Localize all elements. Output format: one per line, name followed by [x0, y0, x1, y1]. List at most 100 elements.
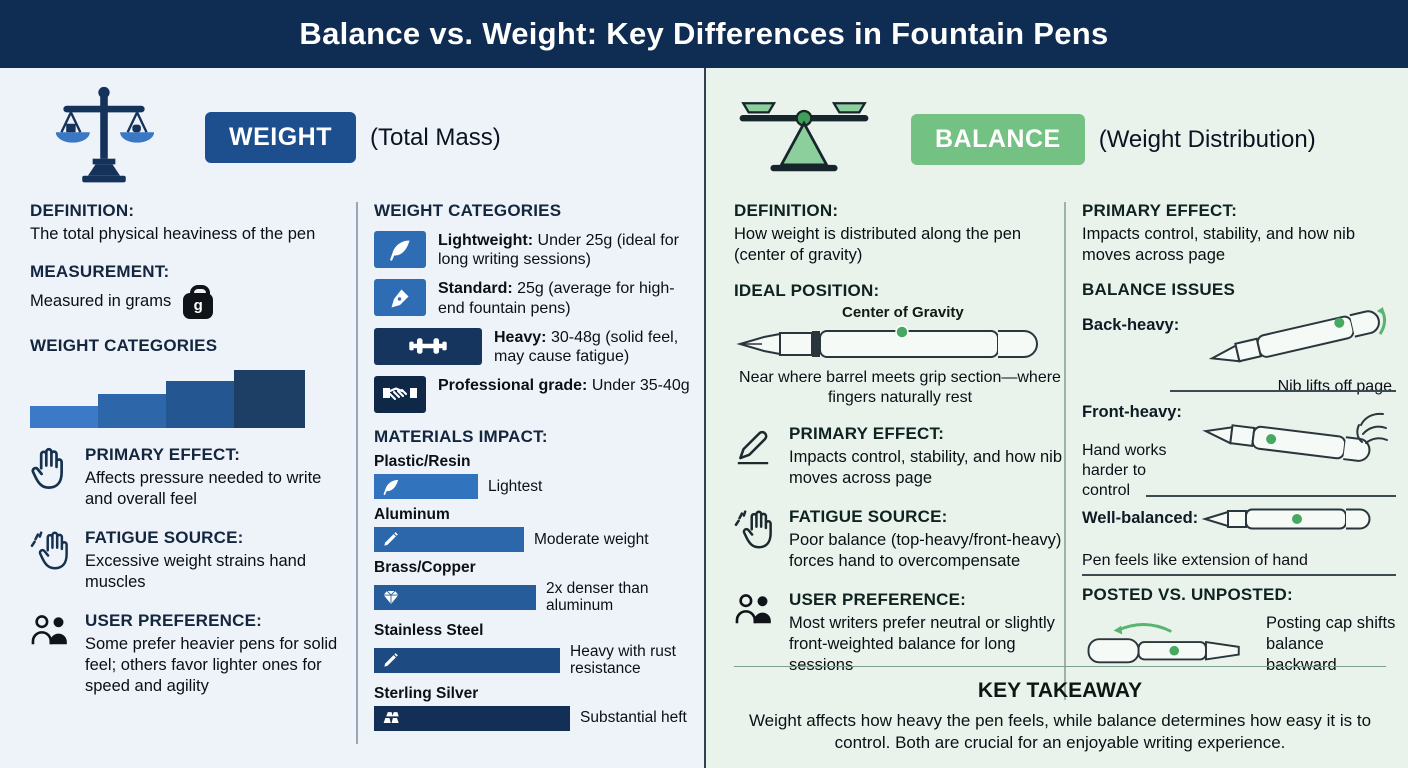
definition-text: The total physical heaviness of the pen: [30, 225, 316, 243]
key-takeaway-label: KEY TAKEAWAY: [977, 679, 1143, 702]
bar-3: [166, 380, 234, 428]
key-takeaway: KEY TAKEAWAY Weight affects how heavy th…: [734, 666, 1386, 754]
bar-4: [234, 369, 305, 428]
category-value: 25g: [517, 280, 544, 298]
primary-effect-text: Impacts control, stability, and how nib …: [789, 447, 1062, 487]
underline: [1170, 390, 1396, 392]
front-heavy-item: Front-heavy: Hand works harder to contro…: [1082, 401, 1396, 499]
definition-label: DEFINITION:: [734, 201, 839, 220]
preference-text: Most writers prefer neutral or slightly …: [789, 613, 1055, 674]
preference-text: Some prefer heavier pens for solid feel;…: [85, 634, 338, 695]
ascending-bars-chart: [30, 369, 352, 428]
material-note: 2x denser than aluminum: [546, 580, 649, 615]
category-lightweight: Lightweight: Under 25g (ideal for long w…: [374, 231, 692, 269]
feather-icon: [374, 231, 426, 268]
well-balanced-item: Well-balanced: Pen feels like: [1082, 506, 1396, 576]
writing-hand-icon: [734, 424, 776, 489]
primary-effect-label: PRIMARY EFFECT:: [85, 444, 241, 464]
primary-effect-block: PRIMARY EFFECT: Affects pressure needed …: [30, 445, 352, 510]
back-heavy-pen-illustration: [1206, 306, 1396, 364]
category-text: Standard: 25g (average for high-end foun…: [438, 279, 692, 317]
category-note: (average for high-end fountain pens): [438, 280, 675, 317]
fatigue-source-block: FATIGUE SOURCE: Poor balance (top-heavy/…: [734, 507, 1066, 572]
weight-categories-label: WEIGHT CATEGORIES: [374, 201, 562, 220]
category-standard: Standard: 25g (average for high-end foun…: [374, 279, 692, 317]
definition-block: DEFINITION: How weight is distributed al…: [734, 201, 1066, 266]
posted-block: POSTED VS. UNPOSTED:: [1082, 585, 1396, 676]
measurement-text: Measured in grams: [30, 292, 172, 311]
fatigue-text: Poor balance (top-heavy/front-heavy) for…: [789, 530, 1062, 570]
balance-panel: BALANCE (Weight Distribution) DEFINITION…: [704, 68, 1408, 768]
bar-1: [30, 405, 98, 428]
dumbbell-icon: [374, 327, 482, 365]
weight-tagline: (Total Mass): [370, 123, 501, 151]
hand-sketch: [1356, 412, 1388, 444]
material-bar: [374, 474, 478, 500]
feather-icon: [382, 478, 400, 496]
definition-text: How weight is distributed along the pen …: [734, 225, 1022, 264]
pencil-icon: [382, 652, 399, 669]
center-of-gravity-caption: Center of Gravity: [842, 303, 964, 321]
primary-effect-block: PRIMARY EFFECT: Impacts control, stabili…: [734, 424, 1066, 489]
back-heavy-item: Back-heavy:: [1082, 306, 1396, 395]
posted-text: Posting cap shifts balance backward: [1266, 613, 1396, 674]
weight-column-divider: [356, 202, 358, 744]
balance-badge: BALANCE: [911, 114, 1085, 165]
material-note: Heavy with rust resistance: [570, 642, 676, 678]
balance-column-divider: [1064, 202, 1066, 700]
posted-label: POSTED VS. UNPOSTED:: [1082, 584, 1293, 604]
issue-label: Well-balanced:: [1082, 508, 1199, 527]
fatigue-label: FATIGUE SOURCE:: [789, 506, 948, 526]
material-name: Sterling Silver: [374, 684, 479, 702]
weight-categories-chart-block: WEIGHT CATEGORIES: [30, 336, 352, 428]
silver-bars-icon: [382, 711, 402, 725]
category-text: Professional grade: Under 35-40g: [438, 376, 690, 395]
definition-block: DEFINITION: The total physical heaviness…: [30, 201, 352, 245]
category-label: Lightweight:: [438, 232, 534, 249]
issue-label: Front-heavy:: [1082, 402, 1182, 421]
primary-effect-text: Impacts control, stability, and how nib …: [1082, 225, 1355, 264]
fatigue-label: FATIGUE SOURCE:: [85, 527, 244, 547]
category-heavy: Heavy: 30-48g (solid feel, may cause fat…: [374, 327, 692, 366]
definition-label: DEFINITION:: [30, 201, 135, 220]
material-note: Moderate weight: [534, 530, 649, 548]
balance-right-column: PRIMARY EFFECT: Impacts control, stabili…: [1082, 201, 1396, 676]
category-professional: Professional grade: Under 35-40g: [374, 376, 692, 414]
key-takeaway-text: Weight affects how heavy the pen feels, …: [748, 711, 1372, 753]
material-name: Aluminum: [374, 506, 450, 524]
category-note: (solid feel, may cause fatigue): [494, 328, 679, 365]
open-hand-icon: [30, 445, 72, 510]
material-silver: Sterling Silver Substantial heft: [374, 685, 692, 731]
issue-label: Back-heavy:: [1082, 315, 1180, 334]
measurement-label: MEASUREMENT:: [30, 261, 170, 281]
material-plastic: Plastic/Resin Lightest: [374, 453, 692, 500]
ideal-pen-illustration: [734, 322, 1066, 366]
ideal-position-label: IDEAL POSITION:: [734, 280, 880, 300]
material-bar: [374, 705, 570, 731]
balance-tagline: (Weight Distribution): [1098, 125, 1316, 153]
weighing-scale-icon: [52, 82, 156, 190]
category-text: Heavy: 30-48g (solid feel, may cause fat…: [494, 328, 692, 366]
materials-impact-block: MATERIALS IMPACT: Plastic/Resin Lightest…: [374, 427, 692, 731]
fountain-pen-icon: [374, 279, 426, 317]
posted-pen-illustration: [1082, 618, 1252, 670]
fatigue-source-block: FATIGUE SOURCE: Excessive weight strains…: [30, 528, 352, 593]
material-bar: [374, 647, 560, 673]
ideal-position-block: IDEAL POSITION: Center of Gravity: [734, 281, 1066, 408]
category-label: Standard:: [438, 280, 513, 298]
primary-effect-text: Affects pressure needed to write and ove…: [85, 468, 322, 508]
category-text: Lightweight: Under 25g (ideal for long w…: [438, 231, 692, 269]
preference-label: USER PREFERENCE:: [789, 589, 967, 609]
material-name: Brass/Copper: [374, 559, 476, 577]
category-value: 30-48g: [550, 328, 601, 346]
material-stainless: Stainless Steel Heavy with rust resistan…: [374, 622, 692, 678]
material-bar: [374, 584, 536, 610]
ideal-position-text: Near where barrel meets grip section—whe…: [739, 368, 1061, 406]
primary-effect-label: PRIMARY EFFECT:: [789, 423, 945, 443]
category-label: Heavy:: [494, 328, 547, 346]
issue-note: Nib lifts off page: [1277, 377, 1392, 395]
pencil-icon: [382, 531, 399, 548]
fatigue-text: Excessive weight strains hand muscles: [85, 551, 307, 591]
category-value: Under 35-40g: [591, 377, 690, 395]
